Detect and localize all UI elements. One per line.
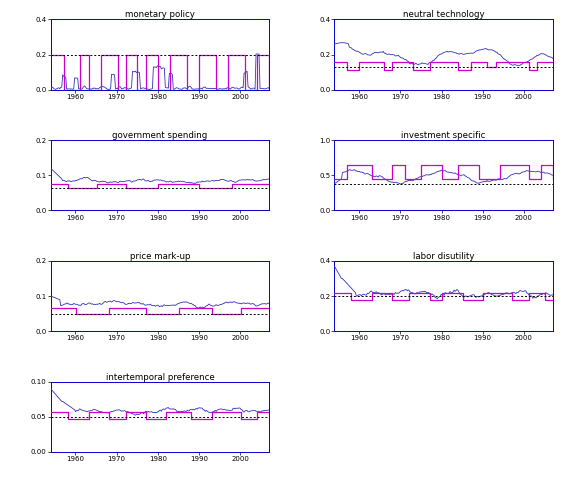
Title: investment specific: investment specific — [402, 131, 486, 140]
Title: government spending: government spending — [112, 131, 208, 140]
Title: price mark-up: price mark-up — [130, 252, 190, 261]
Title: labor disutility: labor disutility — [413, 252, 474, 261]
Title: intertemporal preference: intertemporal preference — [105, 373, 214, 382]
Title: monetary policy: monetary policy — [125, 10, 195, 19]
Title: neutral technology: neutral technology — [403, 10, 484, 19]
